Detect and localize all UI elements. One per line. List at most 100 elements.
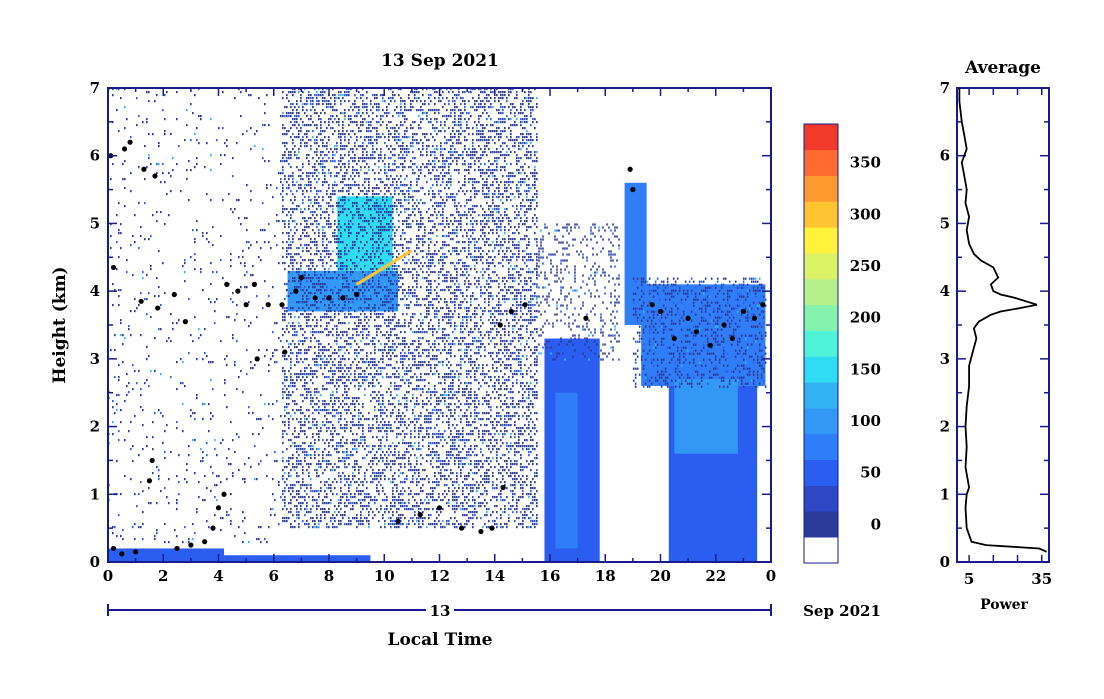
speckle-cell: [410, 241, 412, 244]
speckle-cell: [146, 445, 148, 448]
speckle-cell: [156, 172, 158, 175]
speckle-cell: [356, 265, 358, 268]
speckle-cell: [422, 235, 424, 238]
speckle-cell: [422, 364, 424, 367]
speckle-cell: [362, 436, 364, 439]
speckle-cell: [348, 457, 350, 460]
speckle-cell: [370, 253, 372, 256]
speckle-cell: [206, 142, 208, 145]
speckle-cell: [360, 502, 362, 505]
speckle-cell: [280, 115, 282, 118]
speckle-cell: [328, 361, 330, 364]
speckle-cell: [408, 304, 410, 307]
speckle-cell: [392, 409, 394, 412]
speckle-cell: [398, 388, 400, 391]
speckle-cell: [284, 331, 286, 334]
speckle-cell: [346, 247, 348, 250]
speckle-cell: [348, 229, 350, 232]
speckle-cell: [348, 223, 350, 226]
speckle-cell: [378, 511, 380, 514]
speckle-cell: [380, 94, 382, 97]
speckle-cell: [282, 520, 284, 523]
speckle-cell: [232, 439, 234, 442]
speckle-cell: [304, 196, 306, 199]
speckle-cell: [318, 466, 320, 469]
speckle-cell: [404, 151, 406, 154]
speckle-cell: [336, 265, 338, 268]
speckle-cell: [380, 430, 382, 433]
speckle-cell: [372, 280, 374, 283]
speckle-cell: [388, 214, 390, 217]
speckle-cell: [208, 430, 210, 433]
speckle-cell: [302, 139, 304, 142]
speckle-cell: [364, 181, 366, 184]
speckle-cell: [378, 340, 380, 343]
speckle-cell: [388, 166, 390, 169]
speckle-cell: [338, 442, 340, 445]
speckle-cell: [382, 97, 384, 100]
speckle-cell: [390, 349, 392, 352]
speckle-cell: [412, 340, 414, 343]
speckle-cell: [334, 229, 336, 232]
speckle-cell: [322, 265, 324, 268]
speckle-cell: [334, 397, 336, 400]
speckle-cell: [130, 448, 132, 451]
speckle-cell: [366, 376, 368, 379]
speckle-cell: [348, 367, 350, 370]
speckle-cell: [312, 445, 314, 448]
speckle-cell: [356, 112, 358, 115]
speckle-cell: [376, 241, 378, 244]
speckle-cell: [322, 349, 324, 352]
speckle-cell: [402, 418, 404, 421]
speckle-cell: [368, 199, 370, 202]
speckle-cell: [230, 298, 232, 301]
speckle-cell: [412, 376, 414, 379]
speckle-cell: [286, 508, 288, 511]
speckle-cell: [314, 352, 316, 355]
speckle-cell: [368, 208, 370, 211]
speckle-cell: [308, 97, 310, 100]
speckle-cell: [398, 304, 400, 307]
speckle-cell: [354, 424, 356, 427]
speckle-cell: [392, 493, 394, 496]
speckle-cell: [424, 385, 426, 388]
speckle-cell: [420, 262, 422, 265]
speckle-cell: [304, 187, 306, 190]
speckle-cell: [304, 112, 306, 115]
speckle-cell: [418, 436, 420, 439]
speckle-cell: [376, 487, 378, 490]
speckle-cell: [400, 271, 402, 274]
speckle-cell: [328, 322, 330, 325]
speckle-cell: [258, 433, 260, 436]
speckle-cell: [364, 106, 366, 109]
speckle-cell: [368, 223, 370, 226]
speckle-cell: [324, 346, 326, 349]
speckle-cell: [288, 418, 290, 421]
speckle-cell: [292, 241, 294, 244]
speckle-cell: [290, 115, 292, 118]
speckle-cell: [294, 274, 296, 277]
speckle-cell: [418, 361, 420, 364]
speckle-cell: [194, 253, 196, 256]
speckle-cell: [304, 388, 306, 391]
speckle-cell: [336, 226, 338, 229]
speckle-cell: [356, 115, 358, 118]
speckle-cell: [202, 358, 204, 361]
speckle-cell: [292, 211, 294, 214]
speckle-cell: [408, 151, 410, 154]
speckle-cell: [332, 334, 334, 337]
speckle-cell: [342, 493, 344, 496]
speckle-cell: [330, 172, 332, 175]
speckle-cell: [406, 313, 408, 316]
speckle-cell: [368, 271, 370, 274]
speckle-cell: [330, 499, 332, 502]
speckle-cell: [116, 241, 118, 244]
speckle-cell: [154, 370, 156, 373]
speckle-cell: [322, 94, 324, 97]
speckle-cell: [352, 472, 354, 475]
speckle-cell: [204, 166, 206, 169]
speckle-cell: [412, 127, 414, 130]
speckle-cell: [246, 184, 248, 187]
speckle-cell: [364, 193, 366, 196]
speckle-cell: [384, 343, 386, 346]
